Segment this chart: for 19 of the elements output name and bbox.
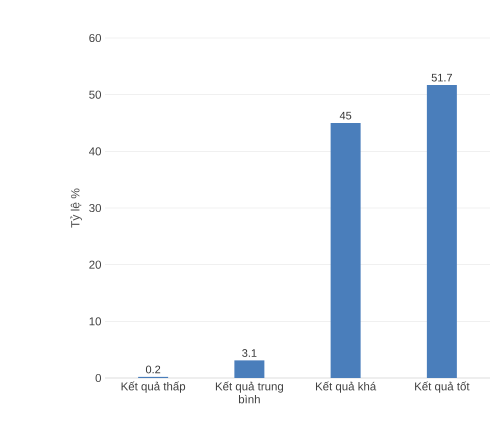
bar xyxy=(330,123,361,378)
y-tick-label: 10 xyxy=(90,317,102,326)
x-tick-label: Kết quả khá xyxy=(316,382,376,393)
bar xyxy=(234,360,264,378)
y-axis-title: Tỷ lệ % xyxy=(70,188,82,228)
data-label: 51.7 xyxy=(432,74,452,82)
x-tick-label: Kết quả thấp xyxy=(122,382,186,393)
y-tick-label: 30 xyxy=(89,204,102,212)
data-label: 3.1 xyxy=(242,349,256,357)
data-label: 0.2 xyxy=(146,366,160,374)
y-tick-label: 40 xyxy=(89,147,102,156)
y-tick-label: 20 xyxy=(89,260,102,269)
y-tick-label: 0 xyxy=(96,374,102,382)
bar xyxy=(426,85,457,378)
y-tick-label: 50 xyxy=(89,90,102,99)
x-tick-label: Kết quả trung bình xyxy=(216,382,284,404)
x-tick-label: Kết quả tốt xyxy=(415,382,470,393)
data-label: 45 xyxy=(340,112,352,120)
y-tick-label: 60 xyxy=(89,34,102,42)
